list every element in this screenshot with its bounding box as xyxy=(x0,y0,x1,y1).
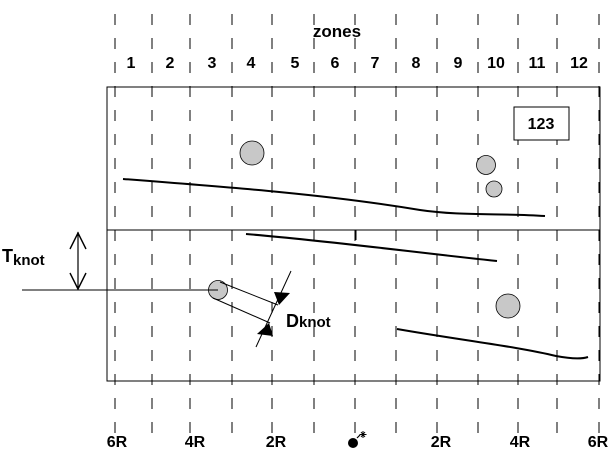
scale-label: 4R xyxy=(185,434,206,451)
thickness-label: Tknot xyxy=(2,246,45,269)
knot xyxy=(239,140,265,166)
diameter-label-sub: knot xyxy=(299,314,331,331)
scale-label: 2R xyxy=(431,434,452,451)
zone-label: 3 xyxy=(208,55,217,72)
diameter-arrow-top xyxy=(274,292,290,305)
thickness-arrow-bottom xyxy=(69,272,87,291)
zone-divider-lines xyxy=(114,14,600,436)
zone-label: 4 xyxy=(247,55,256,72)
scale-label: 2R xyxy=(266,434,287,451)
zone-label: 11 xyxy=(529,55,546,72)
crack-line xyxy=(245,233,498,262)
diameter-extension-line xyxy=(219,281,279,306)
knot xyxy=(495,293,521,319)
crack-lines xyxy=(122,178,589,360)
knots xyxy=(208,140,521,319)
crack-line xyxy=(122,178,546,217)
label-box xyxy=(513,106,570,141)
diameter-arrow-bottom xyxy=(257,323,273,336)
scale-label: 6R xyxy=(107,434,128,451)
zone-label: 9 xyxy=(454,55,463,72)
bomb-icon xyxy=(348,431,367,448)
zone-label: 12 xyxy=(570,55,588,72)
zone-label: 8 xyxy=(412,55,421,72)
scale-labels: 6R 4R 2R 2R 4R 6R xyxy=(107,434,609,451)
zone-label: 5 xyxy=(291,55,300,72)
zones-title: zones xyxy=(313,22,361,41)
zone-label: 1 xyxy=(127,55,136,72)
diameter-label: Dknot xyxy=(286,311,331,331)
knot xyxy=(485,180,503,198)
thickness-label-main: T xyxy=(2,246,13,266)
zone-label: 6 xyxy=(331,55,340,72)
zone-label: 10 xyxy=(487,55,505,72)
diameter-dimension-line xyxy=(255,270,292,348)
thickness-arrow-top xyxy=(69,231,87,250)
scale-label: 6R xyxy=(588,434,609,451)
diameter-label-main: D xyxy=(286,311,299,331)
thickness-label-sub: knot xyxy=(13,252,45,269)
board-outline xyxy=(106,86,601,382)
knot xyxy=(476,155,496,175)
label-box-text: 123 xyxy=(528,116,555,133)
diameter-extension-line xyxy=(212,297,271,324)
scale-label: 4R xyxy=(510,434,531,451)
crack-line xyxy=(396,328,589,360)
zone-label: 2 xyxy=(166,55,175,72)
zone-labels: 1 2 3 4 5 6 7 8 9 10 11 12 xyxy=(127,55,588,72)
zone-label: 7 xyxy=(371,55,380,72)
